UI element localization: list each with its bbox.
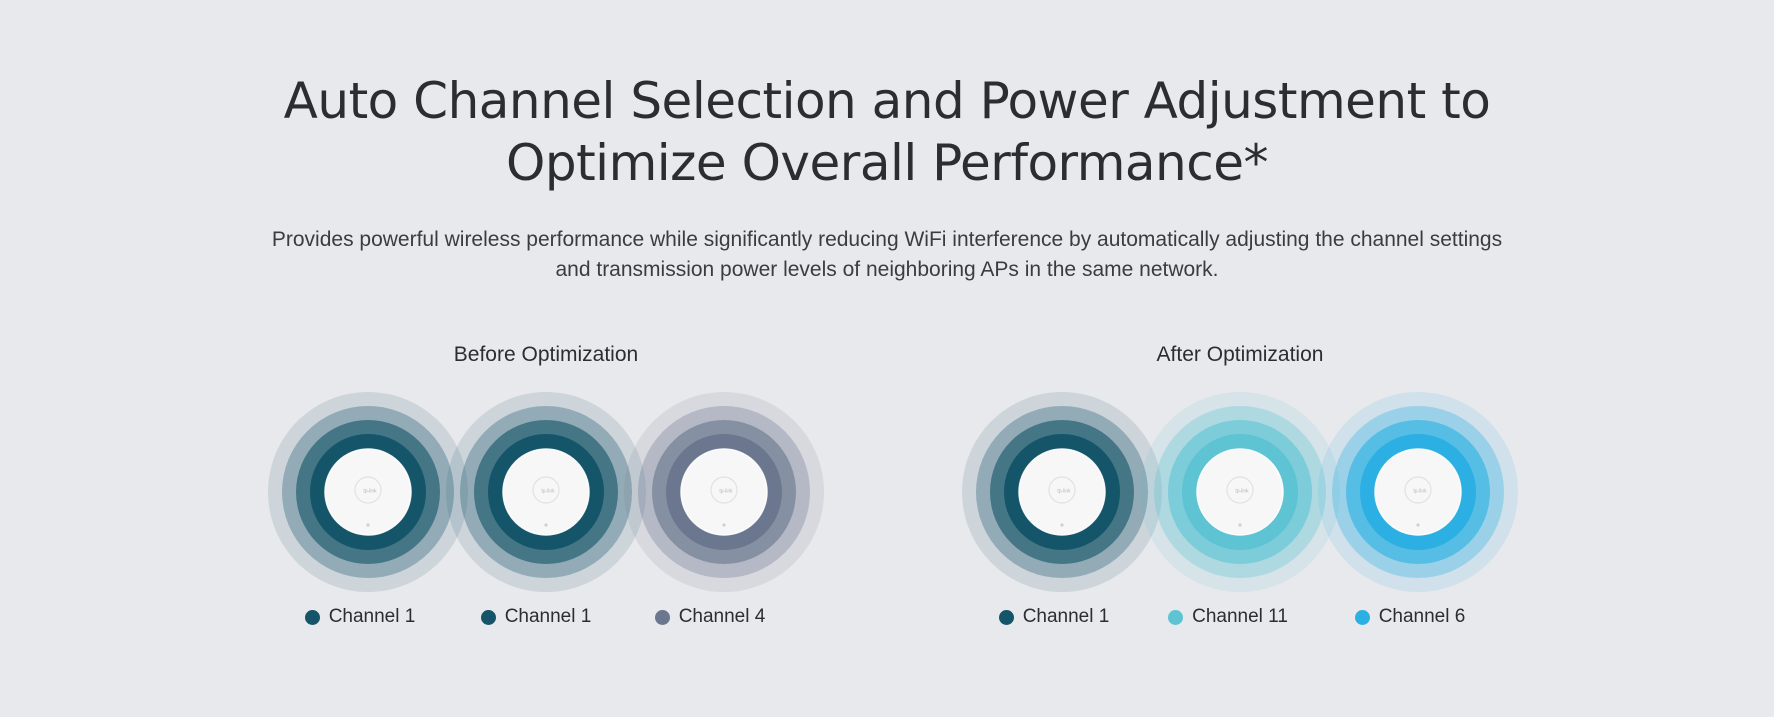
channel-legend-item: Channel 1: [434, 602, 638, 632]
status-led-icon: [544, 523, 548, 527]
access-point-svg: tp-link: [962, 392, 1162, 592]
status-led-icon: [722, 523, 726, 527]
before-optimization-title: Before Optimization: [453, 343, 639, 366]
channel-label: Channel 4: [678, 606, 766, 627]
page-headline: Auto Channel Selection and Power Adjustm…: [0, 70, 1774, 194]
access-point-graphic: tp-link: [444, 390, 648, 594]
channel-color-dot: [1354, 609, 1370, 625]
device-logo-text: tp-link: [541, 489, 555, 495]
device-logo-text: tp-link: [1413, 489, 1427, 495]
device-logo-text: tp-link: [1235, 489, 1249, 495]
channel-label: Channel 6: [1378, 606, 1466, 627]
access-point-device-rim: [680, 448, 768, 536]
device-logo-text: tp-link: [363, 489, 377, 495]
after-optimization-panel: After Optimization tp-link tp-link tp-li…: [960, 336, 1520, 636]
tp-link-logo-icon: [1404, 476, 1432, 504]
access-point-device-rim: [502, 448, 590, 536]
access-point-graphic: tp-link: [1316, 390, 1520, 594]
access-point-device-rim: [324, 448, 412, 536]
after-optimization-title: After Optimization: [1156, 343, 1324, 366]
channel-label: Channel 1: [504, 606, 592, 627]
access-point-device: [681, 449, 767, 535]
access-point-device-rim: [1018, 448, 1106, 536]
before-optimization-panel: Before Optimization tp-link tp-link tp-l…: [266, 336, 826, 636]
access-point-graphic: tp-link: [960, 390, 1164, 594]
channel-color-dot: [654, 609, 670, 625]
access-point-svg: tp-link: [624, 392, 824, 592]
channel-label: Channel 1: [328, 606, 416, 627]
channel-legend-item: Channel 1: [952, 602, 1156, 632]
access-point-device: [503, 449, 589, 535]
channel-color-dot: [304, 609, 320, 625]
access-point-device: [1375, 449, 1461, 535]
channel-label: Channel 11: [1192, 606, 1288, 627]
channel-label: Channel 1: [1022, 606, 1110, 627]
access-point-svg: tp-link: [1318, 392, 1518, 592]
access-point-device-rim: [1374, 448, 1462, 536]
access-point-device: [1019, 449, 1105, 535]
channel-legend-item: Channel 11: [1126, 602, 1330, 632]
headline-line-2: Optimize Overall Performance*: [505, 134, 1269, 192]
channel-color-dot: [998, 609, 1014, 625]
channel-color-dot: [1168, 609, 1184, 625]
status-led-icon: [1060, 523, 1064, 527]
tp-link-logo-icon: [1226, 476, 1254, 504]
access-point-graphic: tp-link: [266, 390, 470, 594]
status-led-icon: [366, 523, 370, 527]
channel-color-dot: [480, 609, 496, 625]
tp-link-logo-icon: [354, 476, 382, 504]
access-point-graphic: tp-link: [1138, 390, 1342, 594]
device-logo-text: tp-link: [1057, 489, 1071, 495]
tp-link-logo-icon: [1048, 476, 1076, 504]
device-logo-text: tp-link: [719, 489, 733, 495]
description-line-2: and transmission power levels of neighbo…: [555, 258, 1219, 281]
access-point-graphic: tp-link: [622, 390, 826, 594]
access-point-device-rim: [1196, 448, 1284, 536]
tp-link-logo-icon: [710, 476, 738, 504]
access-point-svg: tp-link: [1140, 392, 1340, 592]
tp-link-logo-icon: [532, 476, 560, 504]
access-point-device: [325, 449, 411, 535]
headline-line-1: Auto Channel Selection and Power Adjustm…: [283, 72, 1491, 130]
access-point-device: [1197, 449, 1283, 535]
channel-legend-item: Channel 1: [258, 602, 462, 632]
status-led-icon: [1416, 523, 1420, 527]
description-line-1: Provides powerful wireless performance w…: [271, 228, 1503, 251]
page-description: Provides powerful wireless performance w…: [0, 225, 1774, 285]
access-point-svg: tp-link: [268, 392, 468, 592]
channel-legend-item: Channel 6: [1308, 602, 1512, 632]
status-led-icon: [1238, 523, 1242, 527]
channel-legend-item: Channel 4: [608, 602, 812, 632]
access-point-svg: tp-link: [446, 392, 646, 592]
